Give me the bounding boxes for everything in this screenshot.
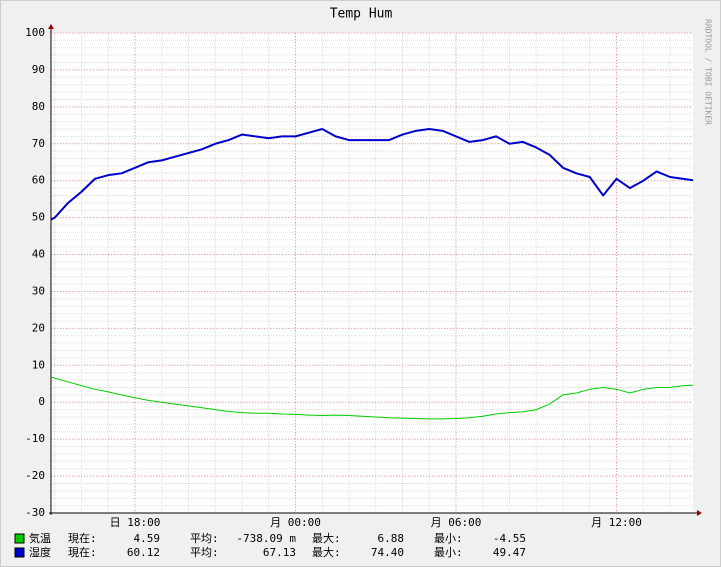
watermark: RRDTOOL / TOBI OETIKER [704,19,713,125]
series-line [50,128,694,221]
legend-stat-value: 6.88 [378,532,405,545]
axis-arrow [697,510,702,516]
legend-stat-label: 最小: [434,532,463,545]
legend-stat-value: 67.13 [263,546,296,559]
y-tick-label: 40 [32,248,45,261]
x-tick-label: 月 06:00 [431,516,482,529]
x-tick-label: 月 12:00 [591,516,642,529]
legend-label: 湿度 [29,545,51,559]
x-tick-label: 月 00:00 [270,516,321,529]
legend-stat-label: 現在: [68,532,97,545]
chart-title: Temp Hum [330,7,393,22]
legend-label: 気温 [29,531,51,545]
plot-area [51,33,693,513]
y-tick-label: -20 [25,469,45,482]
axis-arrow [48,24,54,29]
y-tick-label: 20 [32,321,45,334]
legend-stat-value: 49.47 [493,546,526,559]
legend-swatch [14,533,25,544]
y-tick-label: 70 [32,137,45,150]
y-tick-label: 30 [32,284,45,297]
y-tick-label: -30 [25,506,45,519]
y-tick-label: 50 [32,211,45,224]
y-tick-label: 60 [32,174,45,187]
legend-stat-label: 最大: [312,531,341,545]
x-tick-label: 日 18:00 [110,516,161,529]
y-tick-label: 100 [25,26,45,39]
legend-stat-label: 平均: [190,532,219,545]
y-tick-label: 0 [38,395,45,408]
legend-stat-value: -4.55 [493,532,526,545]
y-tick-label: -10 [25,432,45,445]
y-tick-label: 10 [32,358,45,371]
legend-stat-label: 現在: [68,546,97,559]
legend-swatch [14,547,25,558]
legend-stat-label: 平均: [190,546,219,559]
y-tick-label: 90 [32,63,45,76]
series-line [50,376,694,420]
legend-stat-label: 最小: [434,546,463,559]
legend-stat-value: -738.09 m [236,532,296,545]
y-tick-label: 80 [32,100,45,113]
legend-stat-value: 60.12 [127,546,160,559]
legend-stat-value: 4.59 [134,532,161,545]
legend-stat-value: 74.40 [371,546,404,559]
legend-stat-label: 最大: [312,545,341,559]
